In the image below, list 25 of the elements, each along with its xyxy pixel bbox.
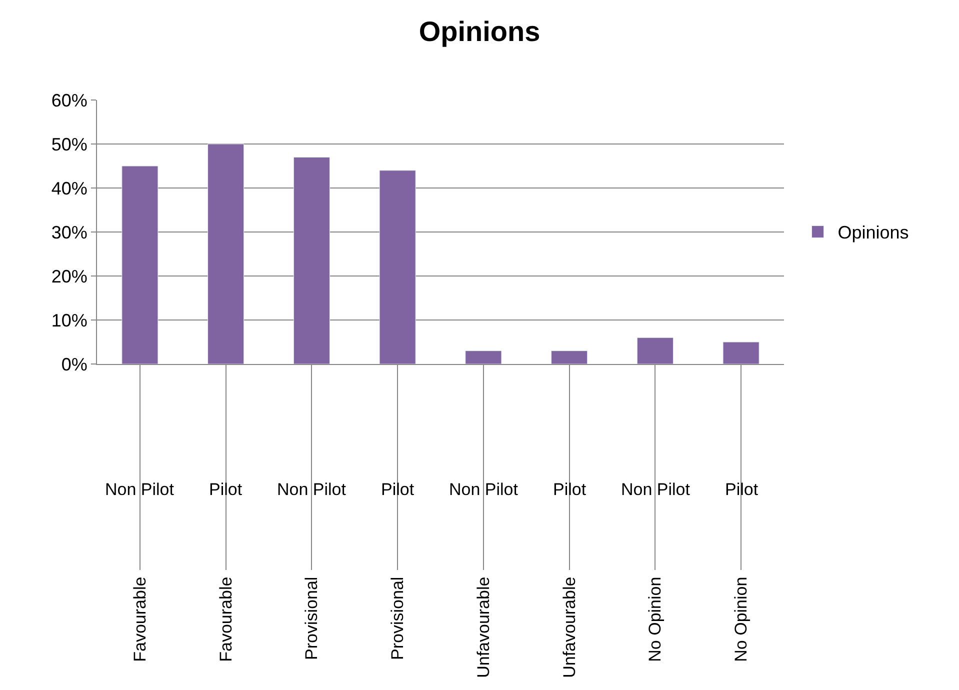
bar (465, 350, 502, 364)
category-label: Favourable Non Pilot (105, 480, 174, 662)
chart-title: Opinions (418, 16, 540, 47)
bar (551, 350, 588, 364)
y-tick-label: 50% (51, 134, 88, 154)
category-label: No Opinion Pilot (725, 480, 758, 662)
y-tick-label: 0% (61, 354, 88, 374)
category-label: Provisional Non Pilot (277, 480, 346, 660)
category-label: Favourable Pilot (209, 480, 242, 662)
bar (122, 166, 158, 364)
legend-label: Opinions (838, 222, 909, 243)
bar (636, 337, 674, 364)
category-label: Unfavourable Pilot (553, 480, 586, 678)
bar (208, 144, 244, 364)
y-tick-label: 10% (51, 310, 88, 330)
bar (293, 156, 330, 364)
bar (379, 170, 416, 364)
y-tick-label: 30% (51, 222, 88, 242)
category-label: Provisional Pilot (381, 480, 414, 660)
category-label: No Opinion Non Pilot (621, 480, 690, 662)
y-tick-label: 40% (51, 178, 88, 198)
category-label: Unfavourable Non Pilot (449, 480, 518, 678)
bar (722, 342, 760, 364)
y-tick-label: 60% (51, 90, 88, 110)
y-tick-label: 20% (51, 266, 88, 286)
